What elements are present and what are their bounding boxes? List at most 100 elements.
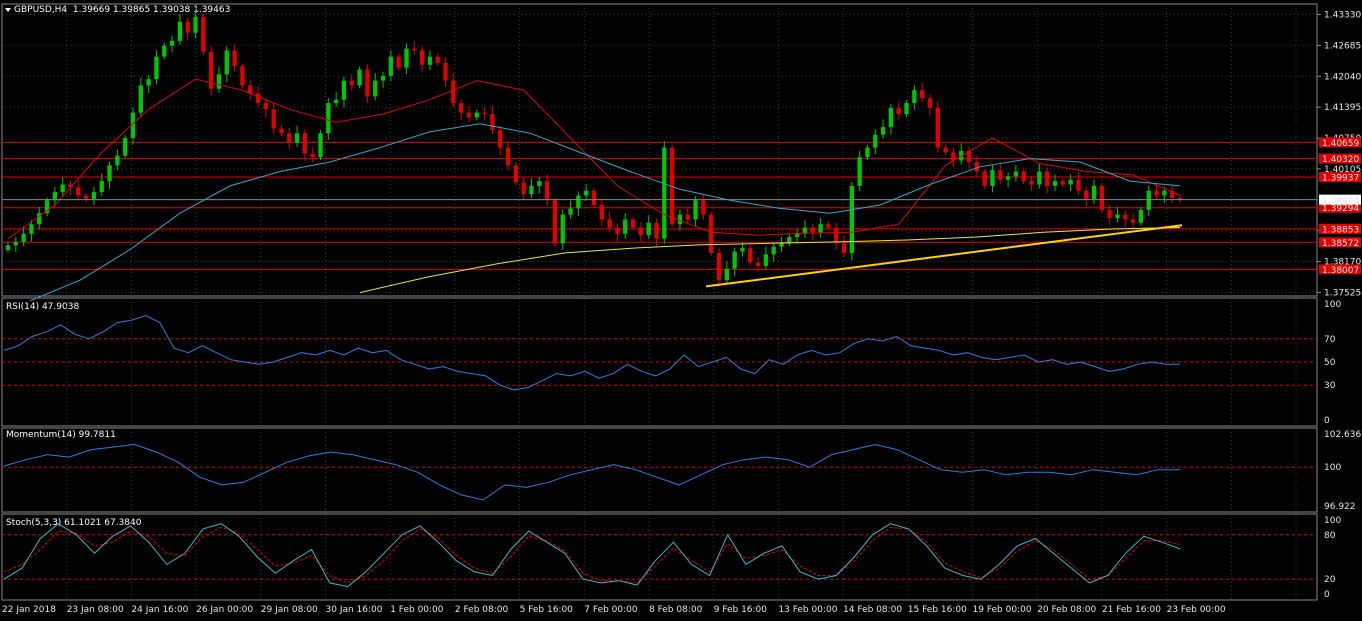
candle-body[interactable] xyxy=(1154,190,1159,196)
candle-body[interactable] xyxy=(935,107,940,148)
candle-body[interactable] xyxy=(677,214,683,225)
candle-body[interactable] xyxy=(943,147,948,153)
candle-body[interactable] xyxy=(818,224,823,233)
candle-body[interactable] xyxy=(584,190,589,196)
stoch-signal-line[interactable] xyxy=(3,526,1181,584)
candle-body[interactable] xyxy=(607,219,612,228)
rsi-line[interactable] xyxy=(3,315,1180,391)
momentum-line[interactable] xyxy=(3,443,1180,501)
candle-body[interactable] xyxy=(755,262,761,266)
candle-body[interactable] xyxy=(841,243,847,253)
candle-body[interactable] xyxy=(1068,179,1073,185)
candle-body[interactable] xyxy=(146,79,151,86)
ma-yellow-line[interactable] xyxy=(359,227,1181,294)
candle-body[interactable] xyxy=(1005,176,1011,180)
candle-body[interactable] xyxy=(396,56,401,68)
candle-body[interactable] xyxy=(1084,190,1089,199)
candle-body[interactable] xyxy=(896,107,901,115)
candle-body[interactable] xyxy=(21,233,26,242)
candle-body[interactable] xyxy=(1162,190,1167,196)
candle-body[interactable] xyxy=(888,107,894,128)
candle-body[interactable] xyxy=(669,147,675,225)
candle-body[interactable] xyxy=(216,74,222,89)
candle-body[interactable] xyxy=(787,237,792,244)
candle-body[interactable] xyxy=(927,98,933,108)
candle-body[interactable] xyxy=(1146,190,1151,210)
candle-body[interactable] xyxy=(388,56,394,76)
ma-cyan-line[interactable] xyxy=(29,123,1181,302)
candle-body[interactable] xyxy=(279,128,284,134)
candle-body[interactable] xyxy=(794,233,800,238)
candle-body[interactable] xyxy=(271,109,276,129)
candle-body[interactable] xyxy=(1045,171,1050,186)
candle-body[interactable] xyxy=(716,252,722,281)
candle-body[interactable] xyxy=(740,248,745,252)
candle-body[interactable] xyxy=(1177,197,1183,200)
candle-body[interactable] xyxy=(482,112,487,115)
candle-body[interactable] xyxy=(834,227,839,244)
candle-body[interactable] xyxy=(662,147,667,239)
candle-body[interactable] xyxy=(490,114,495,130)
candle-body[interactable] xyxy=(552,200,558,244)
candle-body[interactable] xyxy=(1115,214,1120,218)
candle-body[interactable] xyxy=(1091,185,1097,199)
candle-body[interactable] xyxy=(201,16,206,52)
candle-body[interactable] xyxy=(123,138,128,156)
candle-body[interactable] xyxy=(982,171,987,186)
candle-body[interactable] xyxy=(357,69,362,86)
candle-body[interactable] xyxy=(748,248,753,263)
candle-body[interactable] xyxy=(208,51,214,89)
candle-body[interactable] xyxy=(263,103,268,110)
candle-body[interactable] xyxy=(427,56,433,65)
candle-body[interactable] xyxy=(443,62,448,81)
candle-body[interactable] xyxy=(76,187,81,196)
candle-body[interactable] xyxy=(162,45,167,57)
candle-body[interactable] xyxy=(1076,179,1081,191)
candle-body[interactable] xyxy=(912,90,917,104)
candle-body[interactable] xyxy=(107,165,112,182)
candle-body[interactable] xyxy=(1021,171,1026,182)
candle-body[interactable] xyxy=(435,56,440,63)
candle-body[interactable] xyxy=(857,157,862,186)
candle-body[interactable] xyxy=(537,181,542,186)
indicator-panels[interactable] xyxy=(2,315,1317,588)
ma-red-line[interactable] xyxy=(7,78,1181,240)
candle-body[interactable] xyxy=(1037,171,1042,185)
candle-body[interactable] xyxy=(1099,185,1105,210)
candle-body[interactable] xyxy=(52,192,58,201)
candle-body[interactable] xyxy=(966,150,972,162)
candle-body[interactable] xyxy=(623,219,628,234)
candle-body[interactable] xyxy=(5,245,11,251)
candle-body[interactable] xyxy=(154,56,159,80)
candle-body[interactable] xyxy=(287,133,292,143)
candle-body[interactable] xyxy=(826,224,831,228)
candle-body[interactable] xyxy=(451,80,456,104)
candle-body[interactable] xyxy=(763,254,769,266)
candle-body[interactable] xyxy=(404,48,409,68)
candle-body[interactable] xyxy=(44,200,50,214)
candle-body[interactable] xyxy=(802,227,808,234)
candle-body[interactable] xyxy=(232,50,237,67)
candle-body[interactable] xyxy=(779,243,784,247)
candle-body[interactable] xyxy=(654,222,659,239)
candle-body[interactable] xyxy=(177,21,183,41)
candle-body[interactable] xyxy=(998,170,1003,180)
candle-body[interactable] xyxy=(865,147,870,158)
candle-body[interactable] xyxy=(1107,209,1112,218)
candle-body[interactable] xyxy=(568,208,573,215)
candle-body[interactable] xyxy=(240,66,245,86)
candle-body[interactable] xyxy=(505,147,511,166)
candle-body[interactable] xyxy=(685,214,690,220)
candle-body[interactable] xyxy=(873,134,878,148)
candle-body[interactable] xyxy=(380,75,386,81)
candle-body[interactable] xyxy=(60,184,65,193)
candle-body[interactable] xyxy=(373,80,378,97)
candle-body[interactable] xyxy=(130,112,136,139)
candle-body[interactable] xyxy=(193,16,198,33)
candle-body[interactable] xyxy=(294,133,300,143)
candle-body[interactable] xyxy=(974,161,980,172)
candle-body[interactable] xyxy=(771,246,776,255)
candle-body[interactable] xyxy=(224,50,229,75)
candle-body[interactable] xyxy=(185,21,190,33)
